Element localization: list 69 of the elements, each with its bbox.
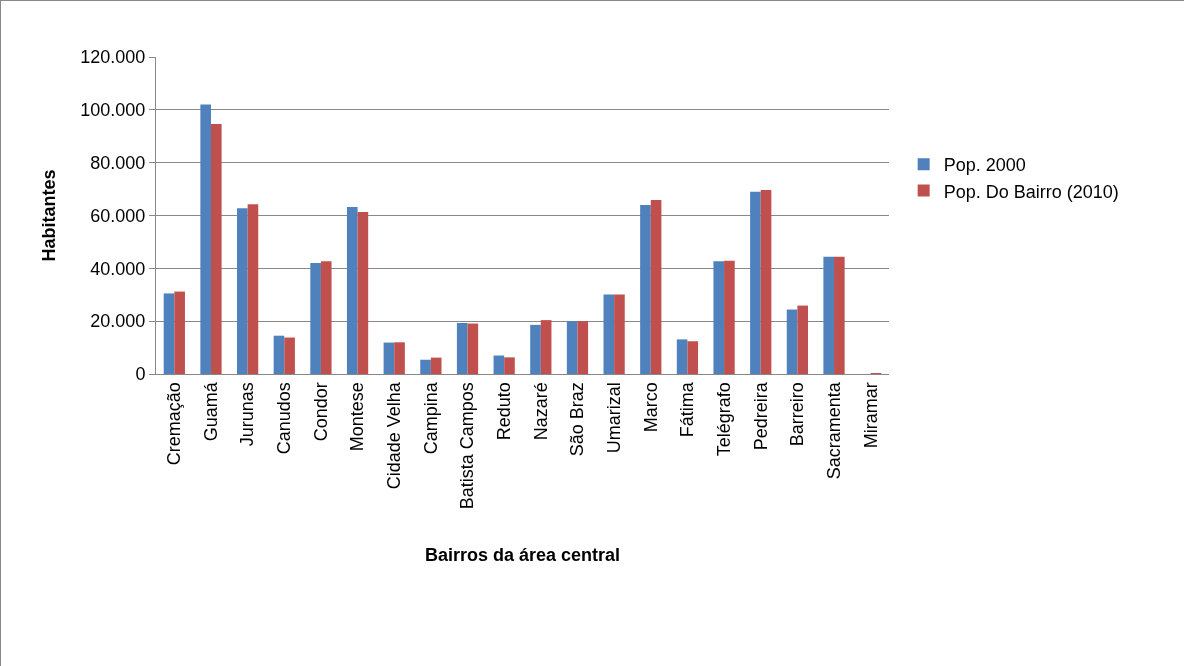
bar — [163, 293, 175, 374]
legend-label: Pop. Do Bairro (2010) — [943, 181, 1119, 202]
y-tick-label: 80.000 — [90, 152, 146, 173]
bar — [237, 208, 248, 374]
x-tick-label: Umarizal — [603, 382, 624, 454]
x-tick-label: Montese — [347, 382, 368, 452]
bar — [566, 321, 578, 374]
x-tick-label: Sacramenta — [823, 381, 844, 480]
y-tick-label: 0 — [135, 364, 146, 385]
bar — [823, 256, 835, 374]
bar — [530, 324, 541, 374]
bar — [760, 189, 772, 374]
x-tick-label: Nazaré — [530, 382, 551, 441]
bar — [273, 335, 285, 374]
x-tick-label: Miramar — [860, 382, 881, 449]
y-axis-title: Habitantes — [38, 169, 59, 262]
bar — [676, 339, 688, 374]
x-tick-label: Telégrafo — [713, 382, 734, 457]
bar — [713, 261, 725, 374]
bar — [310, 263, 321, 374]
bar — [420, 359, 431, 374]
x-tick-label: Campina — [420, 381, 441, 455]
x-tick-label: Condor — [310, 382, 331, 442]
bar — [383, 342, 395, 374]
x-tick-label: Marco — [640, 382, 661, 433]
x-tick-label: Reduto — [494, 382, 515, 441]
bar — [467, 323, 479, 374]
bar — [687, 341, 699, 374]
y-tick-label: 100.000 — [80, 100, 146, 121]
bar — [493, 355, 505, 374]
y-tick-label: 120.000 — [80, 47, 146, 68]
bar — [540, 320, 552, 374]
bar — [456, 323, 468, 374]
bar — [797, 305, 808, 374]
x-tick-label: Batista Campos — [457, 382, 478, 510]
bar — [357, 212, 369, 374]
x-tick-label: Barreiro — [787, 382, 808, 447]
x-tick-label: Cidade Velha — [384, 381, 405, 490]
bar — [430, 357, 442, 374]
bar — [247, 204, 259, 374]
bar — [210, 124, 222, 374]
x-tick-label: Guamá — [200, 381, 221, 442]
bar — [200, 104, 211, 374]
x-tick-label: Cremação — [164, 382, 185, 466]
x-axis-title: Bairros da área central — [424, 545, 621, 566]
x-tick-label: Canudos — [274, 382, 295, 455]
bar — [786, 309, 798, 374]
bar — [614, 294, 625, 374]
x-tick-label: Pedreira — [750, 381, 771, 451]
bar — [640, 204, 651, 374]
bar — [724, 260, 735, 374]
bar — [320, 261, 332, 374]
legend-label: Pop. 2000 — [943, 155, 1026, 176]
x-tick-label: Fátima — [677, 381, 698, 438]
bar — [346, 207, 358, 374]
bar — [603, 294, 615, 374]
y-tick-label: 40.000 — [90, 258, 146, 279]
bar — [174, 291, 185, 374]
bar — [394, 342, 405, 374]
bar — [504, 357, 515, 374]
bar — [577, 321, 589, 374]
bar — [750, 191, 761, 374]
bar — [650, 199, 662, 374]
y-tick-label: 60.000 — [90, 205, 146, 226]
bar — [834, 256, 845, 374]
x-tick-label: Jurunas — [237, 382, 258, 447]
y-tick-label: 20.000 — [90, 311, 146, 332]
bar — [284, 337, 295, 374]
x-tick-label: São Braz — [567, 382, 588, 457]
